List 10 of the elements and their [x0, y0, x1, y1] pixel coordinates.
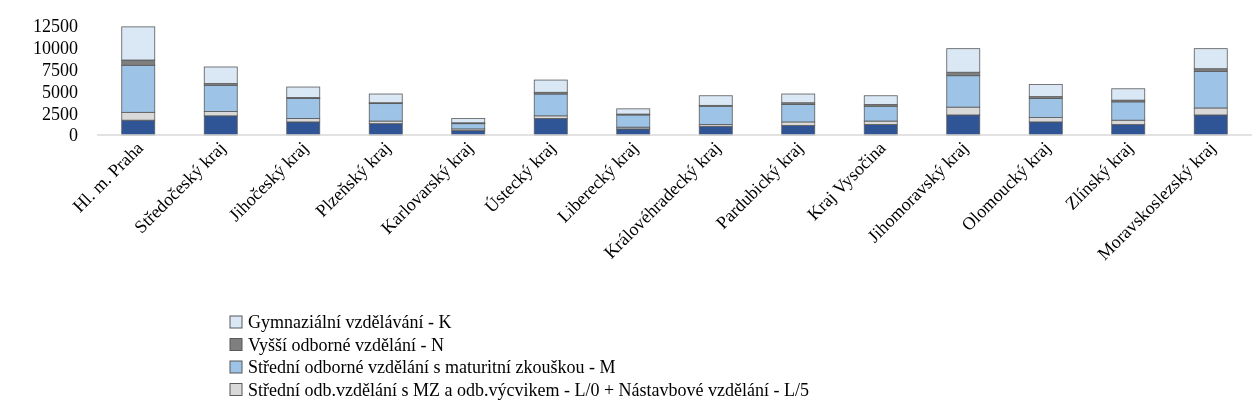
legend-label: Vyšší odborné vzdělání - N — [248, 334, 444, 355]
legend-label: Střední odborné vzdělání s maturitní zkouškou - M — [248, 357, 616, 378]
y-tick-label: 12500 — [33, 16, 78, 37]
y-tick-label: 0 — [69, 125, 78, 146]
y-tick-label: 2500 — [42, 103, 78, 124]
legend-label: Střední odb.vzdělání s MZ a odb.výcvikem - L/0 + Nástavbové vzdělání - L/5 — [248, 379, 810, 400]
legend-label: Gymnaziální vzdělávání - K — [248, 312, 452, 333]
y-tick-label: 10000 — [33, 38, 78, 59]
y-tick-label: 5000 — [42, 81, 78, 102]
y-tick-label: 7500 — [42, 59, 78, 80]
